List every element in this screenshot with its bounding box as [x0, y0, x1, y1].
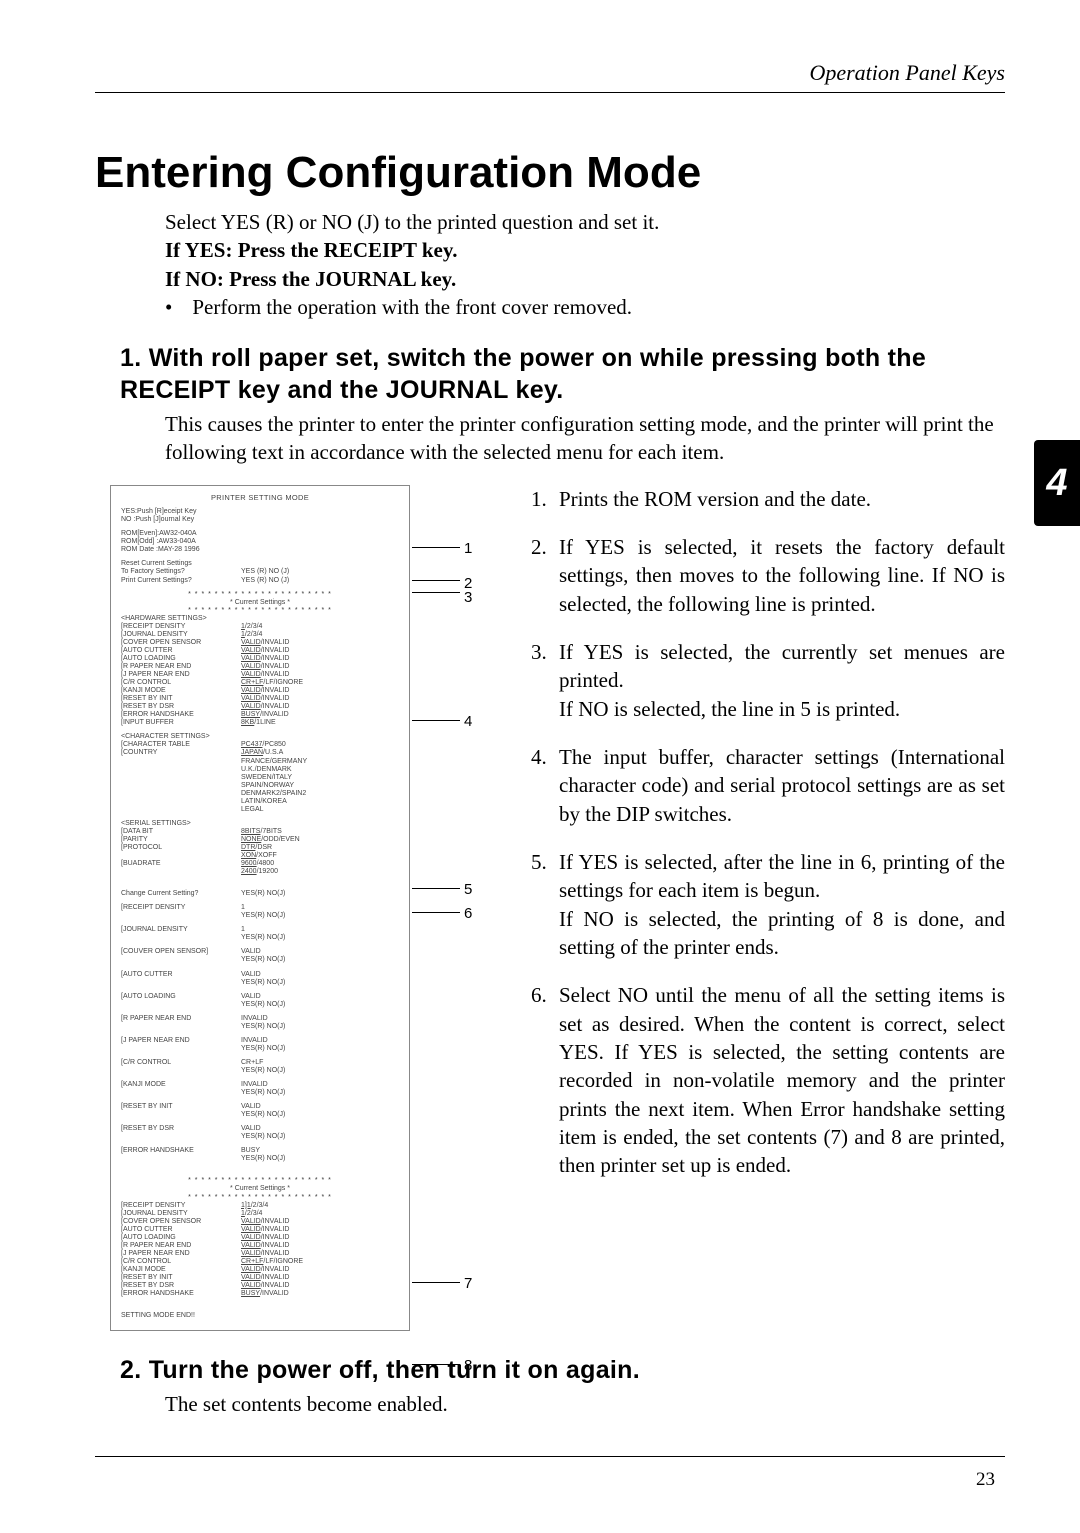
note-number: 2.	[531, 533, 559, 618]
intro-bullet: Perform the operation with the front cov…	[165, 293, 1005, 321]
step2-heading: 2. Turn the power off, then turn it on a…	[120, 1355, 1005, 1386]
header-rule	[95, 92, 1005, 93]
callout-8: 8	[464, 1357, 472, 1374]
note-item: 6.Select NO until the menu of all the se…	[531, 981, 1005, 1179]
header-section: Operation Panel Keys	[95, 60, 1005, 86]
callout-6: 6	[464, 905, 472, 922]
note-item: 1.Prints the ROM version and the date.	[531, 485, 1005, 513]
note-text: The input buffer, character settings (In…	[559, 743, 1005, 828]
callout-7: 7	[464, 1275, 472, 1292]
note-text: If YES is selected, after the line in 6,…	[559, 848, 1005, 961]
note-item: 5.If YES is selected, after the line in …	[531, 848, 1005, 961]
callout-line	[412, 1282, 460, 1283]
printout-wrap: PRINTER SETTING MODEYES:Push [R]eceipt K…	[110, 485, 490, 1332]
note-text: If YES is selected, it resets the factor…	[559, 533, 1005, 618]
chapter-tab: 4	[1034, 440, 1080, 526]
note-number: 6.	[531, 981, 559, 1179]
intro-line2: If YES: Press the RECEIPT key.	[165, 236, 1005, 264]
note-item: 3.If YES is selected, the currently set …	[531, 638, 1005, 723]
callout-3: 3	[464, 589, 472, 606]
callout-line	[412, 912, 460, 913]
printout-column: PRINTER SETTING MODEYES:Push [R]eceipt K…	[95, 485, 505, 1332]
page-title: Entering Configuration Mode	[95, 148, 1005, 198]
intro-line3: If NO: Press the JOURNAL key.	[165, 265, 1005, 293]
note-number: 1.	[531, 485, 559, 513]
callout-line	[412, 720, 460, 721]
note-text: Prints the ROM version and the date.	[559, 485, 1005, 513]
note-text: Select NO until the menu of all the sett…	[559, 981, 1005, 1179]
callout-5: 5	[464, 881, 472, 898]
note-number: 4.	[531, 743, 559, 828]
intro-bullet-text: Perform the operation with the front cov…	[192, 295, 632, 319]
note-number: 5.	[531, 848, 559, 961]
note-number: 3.	[531, 638, 559, 723]
callout-line	[412, 888, 460, 889]
printout-mock: PRINTER SETTING MODEYES:Push [R]eceipt K…	[110, 485, 410, 1332]
two-column-layout: PRINTER SETTING MODEYES:Push [R]eceipt K…	[95, 485, 1005, 1332]
intro-line1: Select YES (R) or NO (J) to the printed …	[165, 208, 1005, 236]
page-number: 23	[976, 1469, 995, 1491]
note-text: If YES is selected, the currently set me…	[559, 638, 1005, 723]
callout-line	[412, 547, 460, 548]
callout-1: 1	[464, 540, 472, 557]
notes-column: 1.Prints the ROM version and the date.2.…	[531, 485, 1005, 1332]
callout-4: 4	[464, 713, 472, 730]
intro-block: Select YES (R) or NO (J) to the printed …	[165, 208, 1005, 321]
step2-body: The set contents become enabled.	[165, 1390, 1005, 1418]
step1-body: This causes the printer to enter the pri…	[165, 410, 1005, 467]
note-item: 4.The input buffer, character settings (…	[531, 743, 1005, 828]
callout-line	[412, 592, 460, 593]
callout-line	[412, 1364, 460, 1365]
callout-line	[412, 580, 460, 581]
note-item: 2.If YES is selected, it resets the fact…	[531, 533, 1005, 618]
step1-heading: 1. With roll paper set, switch the power…	[120, 343, 1005, 406]
footer-rule	[95, 1456, 1005, 1457]
